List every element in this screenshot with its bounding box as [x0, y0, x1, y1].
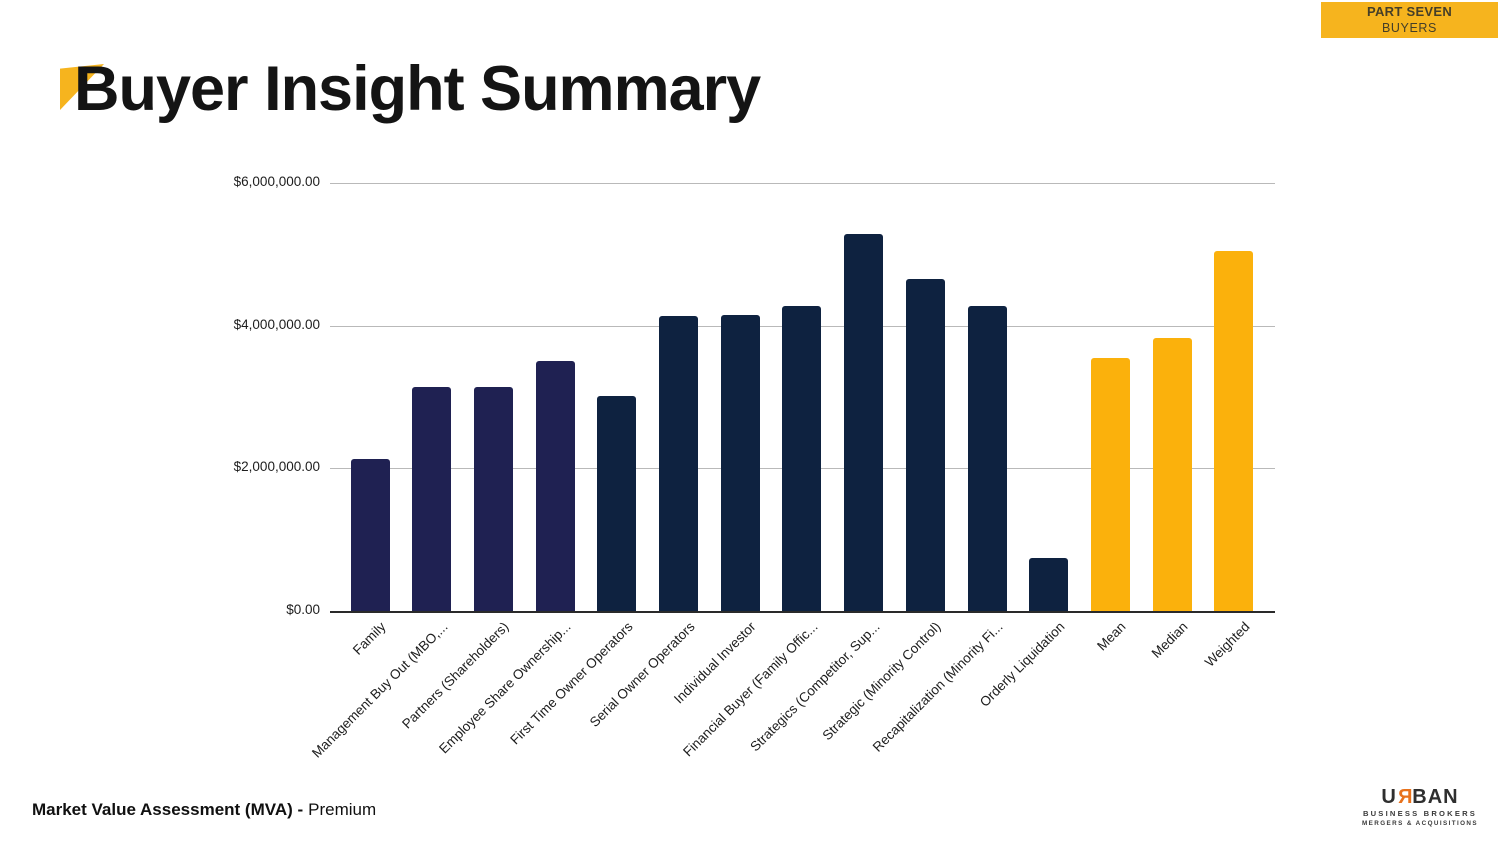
- y-axis-tick-label: $0.00: [286, 602, 320, 617]
- footer-label-regular: Premium: [308, 800, 377, 819]
- bar-median: [1152, 337, 1192, 611]
- logo-subtitle: BUSINESS BROKERS: [1362, 809, 1478, 818]
- bar-partners-shareholders: [473, 387, 513, 611]
- bar-individual-investor: [720, 314, 760, 611]
- footer: Market Value Assessment (MVA) - Premium: [32, 800, 376, 820]
- logo-tagline: MERGERS & ACQUISITIONS: [1362, 820, 1478, 827]
- logo-letters-ban: BAN: [1412, 786, 1459, 808]
- bar-management-buy-out-mbo: [412, 387, 452, 611]
- bar-strategic-minority-control: [905, 279, 945, 611]
- logo-reversed-r-icon: R: [1396, 786, 1413, 808]
- bar-first-time-owner-operators: [597, 395, 637, 611]
- x-axis-line: [330, 611, 1275, 613]
- bar-financial-buyer-family-offic: [782, 306, 822, 611]
- logo-letter-u: U: [1381, 786, 1397, 808]
- logo-wordmark: URBAN: [1360, 786, 1480, 808]
- x-axis-tick-label: Family: [349, 619, 389, 658]
- y-axis-tick-label: $2,000,000.00: [233, 459, 320, 475]
- y-axis-tick-label: $4,000,000.00: [233, 316, 320, 332]
- footer-label-bold: Market Value Assessment (MVA) -: [32, 800, 304, 819]
- bar-family: [350, 459, 390, 611]
- bar-weighted: [1214, 251, 1254, 611]
- part-badge-title: PART SEVEN: [1366, 3, 1453, 19]
- bar-strategics-competitor-sup: [844, 233, 884, 611]
- bar-orderly-liquidation: [1029, 558, 1069, 611]
- gridline: [330, 183, 1275, 184]
- bar-chart: $0.00 $2,000,000.00 $4,000,000.00 $6,000,00…: [234, 174, 1275, 761]
- y-axis-tick-label: $6,000,000.00: [233, 174, 320, 189]
- urban-business-brokers-logo: URBAN BUSINESS BROKERS MERGERS & ACQUISI…: [1360, 786, 1480, 827]
- bar-employee-share-ownership: [535, 360, 575, 611]
- bar-serial-owner-operators: [659, 315, 698, 611]
- part-badge-subtitle: BUYERS: [1381, 20, 1437, 35]
- bar-mean: [1090, 358, 1130, 611]
- page-title: Buyer Insight Summary: [74, 54, 761, 124]
- bar-recapitalization-minority-fi: [967, 305, 1007, 611]
- part-badge: PART SEVEN BUYERS: [1321, 2, 1498, 38]
- title-block: Buyer Insight Summary: [60, 54, 761, 124]
